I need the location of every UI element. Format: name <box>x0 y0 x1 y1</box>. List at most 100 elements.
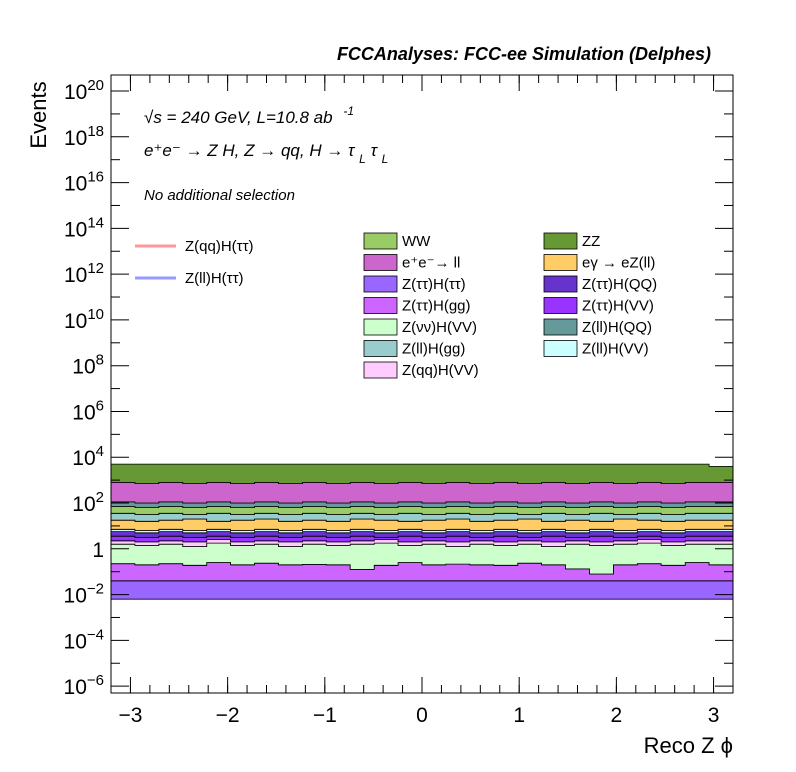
y-tick-exponent: 8 <box>96 352 104 369</box>
y-tick-base: 10 <box>64 310 87 333</box>
y-tick-label: 106 <box>72 397 104 424</box>
y-tick-exponent: −4 <box>87 626 104 643</box>
legend-fill-swatch <box>543 254 578 271</box>
legend-fill-swatch <box>543 318 578 336</box>
y-tick-exponent: 14 <box>87 214 104 231</box>
y-tick-base: 10 <box>64 218 87 241</box>
annotation-process: e⁺e⁻ → Z H, Z → qq, H → τ L τ L <box>144 141 388 167</box>
y-tick-label: 10−2 <box>64 581 104 608</box>
legend-fill-swatch <box>363 361 398 379</box>
legend-fill-label: Z(νν)H(VV) <box>402 319 477 336</box>
y-tick-label: 1012 <box>64 260 104 287</box>
legend-fill-swatch <box>543 275 578 293</box>
x-tick-label: −3 <box>118 704 142 727</box>
legend-line-label: Z(qq)H(ττ) <box>185 238 254 255</box>
legend-fill-swatch <box>363 254 398 271</box>
legend-fill-label: Z(ll)H(gg) <box>402 341 465 358</box>
annotation-selection: No additional selection <box>144 187 295 204</box>
annotation-energy: √s = 240 GeV, L=10.8 ab -1 <box>144 104 354 127</box>
energy-sup: -1 <box>343 104 354 118</box>
process-sub-1: L <box>359 152 366 166</box>
x-axis-label: Reco Z ϕ <box>644 733 733 758</box>
y-tick-label: 1 <box>92 539 104 562</box>
y-tick-label: 1020 <box>64 77 104 104</box>
legend-fill-label: Z(ττ)H(gg) <box>402 298 471 315</box>
y-tick-exponent: 12 <box>87 260 104 277</box>
y-tick-exponent: −2 <box>87 581 104 598</box>
y-tick-exponent: 6 <box>96 397 104 414</box>
legend-fills: WW ZZ e⁺e⁻→ ll eγ → eZ(ll) Z(ττ)H(ττ) Z(ττ)H(… <box>363 232 657 379</box>
legend-fill-swatch <box>543 232 578 250</box>
stack-area-11 <box>110 481 734 504</box>
y-tick-exponent: 16 <box>87 169 104 186</box>
legend-fill-label: WW <box>402 233 431 250</box>
y-tick-base: 10 <box>72 356 95 379</box>
y-tick-base: 10 <box>64 81 87 104</box>
x-tick-label: −2 <box>216 704 240 727</box>
y-tick-label: 10−4 <box>64 626 104 653</box>
energy-text: √s = 240 GeV, L=10.8 ab <box>144 108 333 127</box>
x-tick-label: 2 <box>611 704 623 727</box>
legend-fill-label: Z(ττ)H(VV) <box>582 298 654 315</box>
legend-fill-label: ZZ <box>582 233 600 250</box>
y-tick-base: 10 <box>64 127 87 150</box>
y-tick-label: 10−6 <box>64 672 104 699</box>
y-tick-base: 10 <box>72 493 95 516</box>
stack-area-0 <box>110 580 734 600</box>
x-tick-label: 0 <box>416 704 428 727</box>
process-tail: τ <box>371 141 379 160</box>
y-tick-label: 1018 <box>64 123 104 150</box>
y-tick-label: 108 <box>72 352 104 379</box>
svg-text:e⁺e⁻ → Z H, Z → qq, H → τ: e⁺e⁻ → Z H, Z → qq, H → τ L τ L <box>144 141 388 167</box>
legend-fill-swatch <box>363 340 398 357</box>
legend-fill-label: eγ → eZ(ll) <box>582 255 655 272</box>
y-tick-exponent: 20 <box>87 77 104 94</box>
x-tick-label: −1 <box>313 704 337 727</box>
y-tick-label: 1014 <box>64 214 104 241</box>
legend-fill-label: e⁺e⁻→ ll <box>402 255 460 272</box>
y-tick-base: 10 <box>64 585 87 608</box>
y-tick-label: 104 <box>72 443 104 470</box>
y-tick-label: 102 <box>72 489 104 516</box>
process-sub-2: L <box>382 152 389 166</box>
x-tick-labels: −3 −2 −1 0 1 2 3 <box>118 704 719 727</box>
x-tick-label: 3 <box>708 704 720 727</box>
legend-fill-swatch <box>363 318 398 336</box>
y-tick-exponent: 18 <box>87 123 104 140</box>
y-tick-base: 10 <box>64 173 87 196</box>
y-tick-base: 10 <box>64 264 87 287</box>
legend-fill-swatch <box>543 297 578 314</box>
legend-line-label: Z(ll)H(ττ) <box>185 270 244 287</box>
legend-fill-swatch <box>363 275 398 293</box>
y-tick-label: 1016 <box>64 169 104 196</box>
y-tick-label: 1010 <box>64 306 104 333</box>
stack-layer <box>110 463 734 600</box>
chart-title: FCCAnalyses: FCC-ee Simulation (Delphes) <box>337 44 711 64</box>
process-text: e⁺e⁻ → Z H, Z → qq, H → τ <box>144 141 356 160</box>
y-tick-exponent: −6 <box>87 672 104 689</box>
legend-fill-label: Z(ll)H(QQ) <box>582 319 652 336</box>
legend-fill-label: Z(ττ)H(QQ) <box>582 276 657 293</box>
y-axis-label: Events <box>26 81 51 148</box>
tick-layer <box>110 75 734 693</box>
y-tick-base: 10 <box>64 630 87 653</box>
y-tick-exponent: 2 <box>96 489 104 506</box>
y-tick-exponent: 4 <box>96 443 104 460</box>
x-tick-label: 1 <box>513 704 525 727</box>
y-tick-base: 1 <box>92 539 104 562</box>
legend-fill-label: Z(ττ)H(ττ) <box>402 276 466 293</box>
legend-fill-label: Z(qq)H(VV) <box>402 362 479 379</box>
y-tick-base: 10 <box>64 676 87 699</box>
y-tick-exponent: 10 <box>87 306 104 323</box>
y-tick-labels: 102010181016101410121010108106104102110−… <box>64 77 104 699</box>
svg-text:√s = 240 GeV, L=10.8 ab: √s = 240 GeV, L=10.8 ab -1 <box>144 104 354 127</box>
legend-fill-label: Z(ll)H(VV) <box>582 341 649 358</box>
legend-lines: Z(qq)H(ττ) Z(ll)H(ττ) <box>135 238 254 287</box>
y-tick-base: 10 <box>72 401 95 424</box>
legend-fill-swatch <box>363 297 398 314</box>
legend-fill-swatch <box>543 340 578 357</box>
legend-fill-swatch <box>363 232 398 250</box>
stack-area-12 <box>110 463 734 485</box>
